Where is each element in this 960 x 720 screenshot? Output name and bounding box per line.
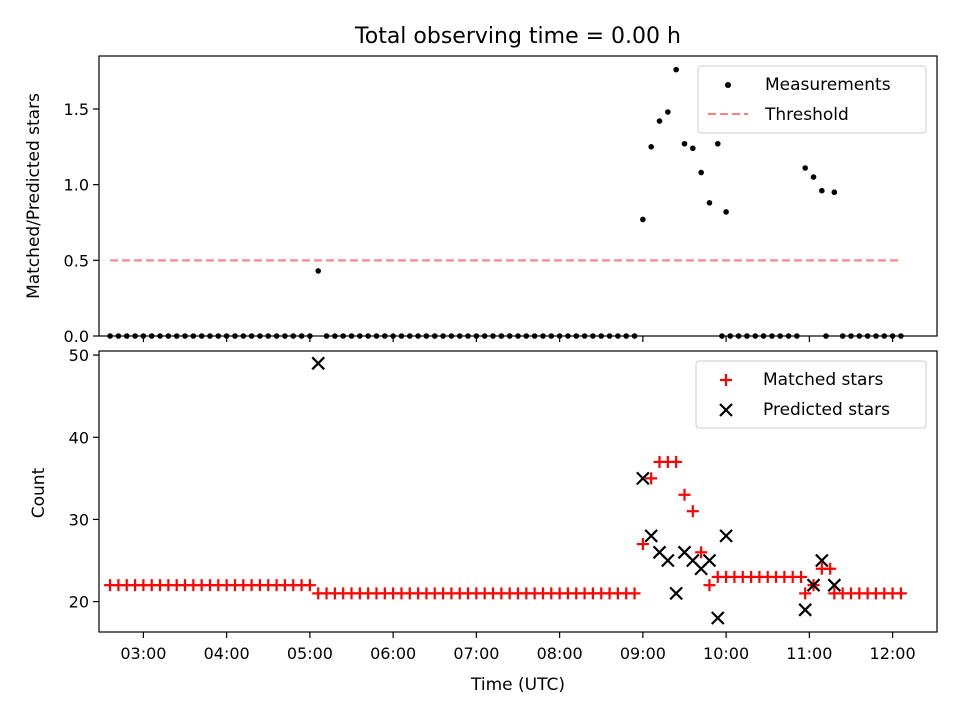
legend-marker-matched-stars — [720, 374, 732, 386]
legend-bottom: Matched stars Predicted stars — [695, 360, 927, 429]
bottom-panel: Count Time (UTC) 20 30 40 50 03:00 04:00 05:00… — [29, 346, 938, 695]
axes-frame-bottom — [98, 350, 938, 633]
y-tick-label: 0.0 — [64, 327, 89, 346]
x-stroke-b — [686, 553, 700, 568]
y-tick-label: 50 — [69, 346, 89, 365]
measurements-point — [714, 140, 721, 147]
matched-stars-point — [645, 472, 658, 485]
x-stroke-b — [711, 611, 725, 625]
legend-box-top — [697, 65, 927, 134]
matched-stars-point — [670, 455, 683, 468]
measurements-point — [802, 165, 808, 171]
legend-marker-measurements — [725, 82, 731, 88]
y-axis-label-bottom: Count — [29, 467, 49, 518]
x-tick-label: 10:00 — [703, 644, 749, 663]
x-stroke-b — [719, 529, 733, 543]
matched-stars-point — [695, 546, 708, 559]
x-stroke-b — [798, 603, 812, 617]
matched-stars-point — [703, 579, 716, 592]
measurements-point — [640, 216, 646, 223]
y-tick-label: 1.0 — [64, 176, 89, 195]
legend-box-bottom — [695, 360, 927, 429]
x-stroke-b — [677, 545, 692, 560]
x-tick-label: 04:00 — [204, 644, 250, 663]
matched-stars-point — [636, 538, 649, 551]
matched-stars-point — [795, 570, 808, 583]
measurements-point — [681, 140, 688, 147]
axes-frame-top — [98, 55, 938, 337]
predicted-stars-point — [702, 553, 717, 568]
measurements-point — [665, 109, 671, 115]
predicted-stars-point — [806, 578, 821, 592]
measurements-point — [690, 145, 696, 152]
y-tick-label: 20 — [69, 593, 89, 612]
x-tick-label: 06:00 — [370, 644, 416, 663]
matched-stars-point — [303, 579, 316, 592]
y-tick-label: 1.5 — [64, 100, 89, 119]
predicted-stars-point — [719, 529, 733, 543]
x-stroke-b — [669, 586, 683, 601]
predicted-stars-point — [798, 603, 812, 617]
matched-stars-point — [628, 587, 641, 600]
matched-stars-point — [894, 587, 907, 600]
measurements-point — [723, 209, 729, 215]
legend-marker-predicted-stars — [719, 403, 733, 417]
plot-area-top: 0.0 0.5 1.0 1.5 — [64, 66, 904, 346]
measurements-point — [315, 268, 322, 274]
legend-label-matched-stars: Matched stars — [763, 370, 883, 390]
predicted-stars-point — [669, 586, 683, 601]
measurements-point — [648, 144, 654, 150]
predicted-stars-point — [661, 553, 675, 568]
x-tick-label: 07:00 — [453, 644, 499, 663]
measurements-point — [810, 174, 817, 180]
y-tick-label: 40 — [69, 428, 89, 447]
top-panel: Total observing time = 0.00 h Matched/Pr… — [24, 24, 938, 346]
x-tick-label: 03:00 — [120, 644, 166, 663]
x-tick-label: 09:00 — [620, 644, 666, 663]
matched-stars-point — [678, 488, 691, 501]
matched-stars-point — [686, 505, 699, 518]
x-stroke-b — [815, 553, 829, 568]
y-tick-label: 0.5 — [64, 251, 89, 270]
legend-top: Measurements Threshold — [697, 65, 927, 134]
predicted-stars-point — [815, 553, 829, 568]
x-stroke-b — [806, 578, 821, 592]
measurements-point — [706, 200, 713, 206]
predicted-stars-point — [311, 356, 325, 371]
measurements-point — [698, 169, 704, 176]
predicted-stars-point — [644, 529, 658, 543]
x-stroke-b — [636, 471, 650, 486]
x-stroke-b — [661, 553, 675, 568]
y-axis-label-top: Matched/Predicted stars — [24, 93, 44, 299]
matched-stars-point — [799, 587, 812, 600]
x-stroke-b — [702, 553, 717, 568]
x-tick-label: 12:00 — [870, 644, 916, 663]
x-stroke-b — [644, 529, 658, 543]
x-tick-label: 05:00 — [287, 644, 333, 663]
measurements-point — [819, 187, 825, 194]
legend-label-threshold: Threshold — [764, 105, 849, 125]
measurements-point — [831, 189, 838, 196]
predicted-stars-point — [636, 471, 650, 486]
legend-label-measurements: Measurements — [765, 75, 891, 95]
y-tick-label: 30 — [69, 510, 89, 529]
legend-label-predicted-stars: Predicted stars — [763, 400, 890, 420]
x-axis-label: Time (UTC) — [470, 675, 565, 695]
predicted-stars-point — [711, 611, 725, 625]
x-stroke-b — [311, 356, 325, 371]
measurements-point — [656, 118, 663, 124]
x-stroke-b — [827, 578, 842, 592]
matched-stars-point — [824, 562, 837, 575]
measurements-point — [673, 66, 679, 73]
predicted-stars-point — [827, 578, 842, 592]
x-tick-label: 08:00 — [537, 644, 583, 663]
x-stroke-b — [652, 545, 667, 560]
chart-title: Total observing time = 0.00 h — [354, 24, 681, 49]
x-tick-label: 11:00 — [786, 644, 832, 663]
plot-area-bottom: 20 30 40 50 03:00 04:00 05:00 06:00 07:00 08:00 09… — [69, 346, 916, 663]
